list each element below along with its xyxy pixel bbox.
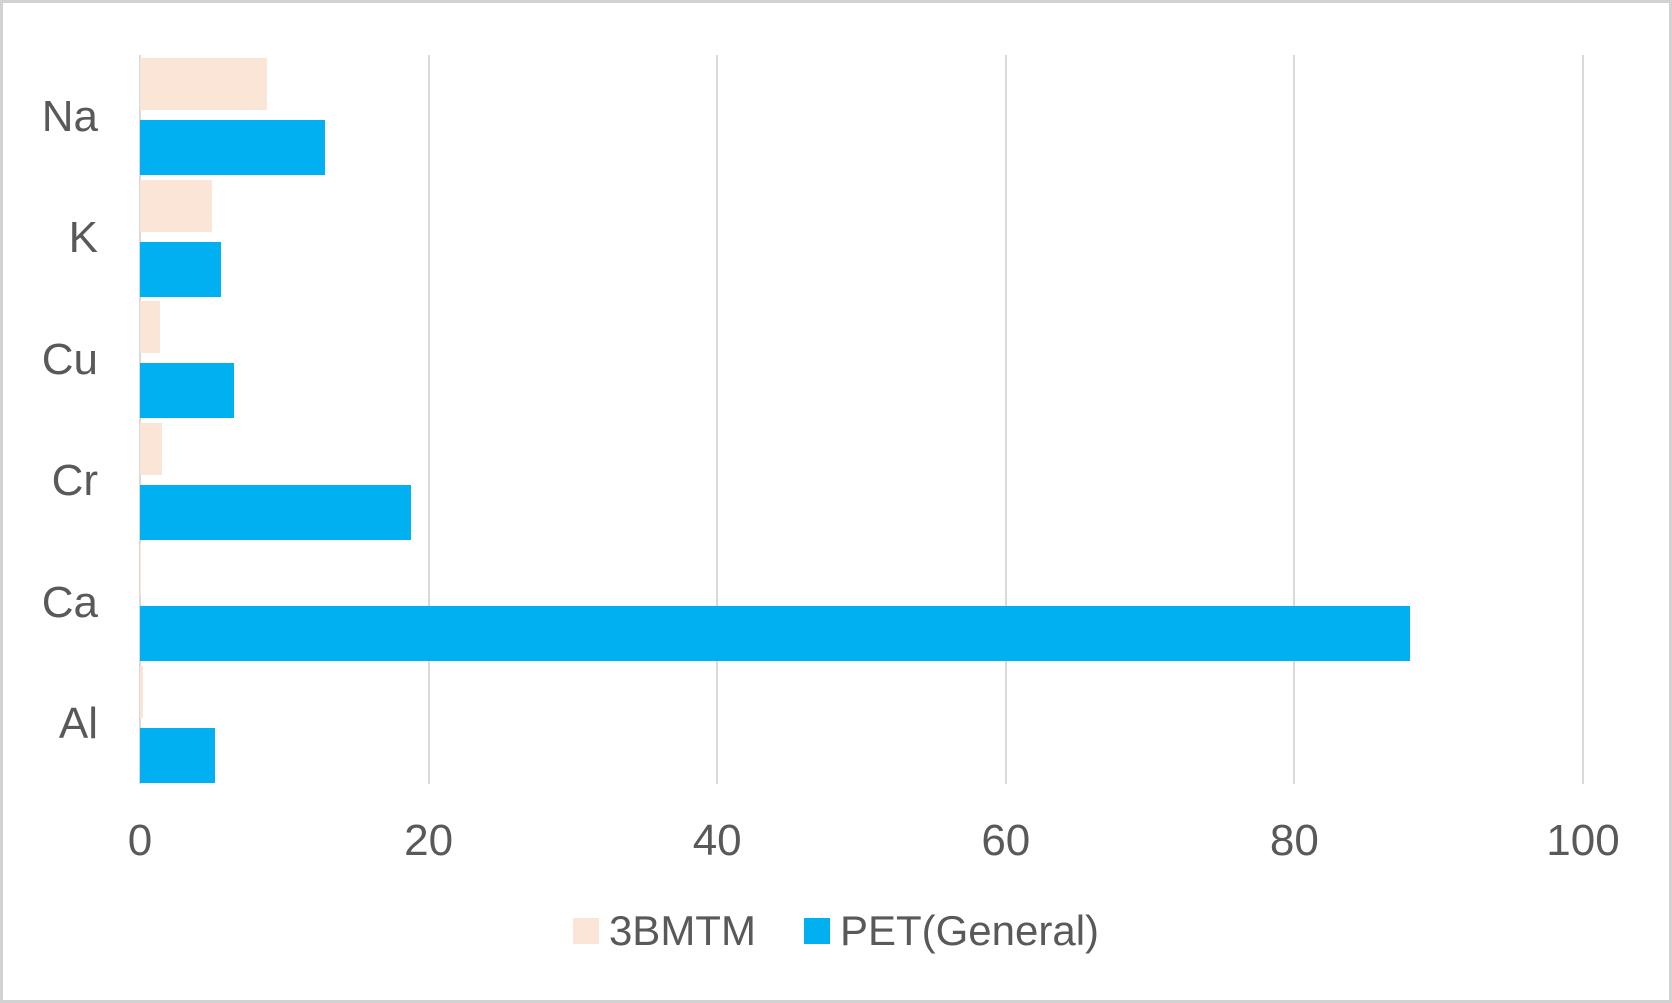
axis-line [139,55,141,784]
legend-label-3bmtm: 3BMTM [608,907,756,954]
legend-swatch-3bmtm [572,918,599,944]
y-category-label-na: Na [41,91,98,141]
gridline [716,55,719,784]
x-tick-label: 20 [404,816,454,865]
bar-3bmtm-cu [140,301,161,353]
plot-area: 0 20 40 60 80 100 Na K Cu Cr Ca Al [3,3,1669,1000]
bar-pet-general-ca [140,606,1410,661]
legend-label-pet-general: PET(General) [839,907,1100,954]
bar-pet-general-na [140,120,325,175]
bar-3bmtm-na [140,58,267,110]
y-category-label-cr: Cr [51,456,98,505]
gridline [427,55,430,784]
x-tick-label: 0 [127,816,153,865]
y-category-label-cu: Cu [41,334,98,384]
y-category-label-k: K [68,213,98,262]
legend-item-pet-general: PET(General) [803,907,1100,954]
bar-pet-general-cu [140,363,234,418]
bar-3bmtm-k [140,179,213,232]
gridline [1293,55,1296,784]
x-tick-label: 60 [981,816,1031,865]
bar-3bmtm-ca [140,544,142,596]
y-category-label-al: Al [58,699,98,748]
legend: 3BMTM PET(General) [3,903,1669,959]
bar-pet-general-al [140,727,216,783]
legend-swatch-pet-general [803,918,830,944]
bar-3bmtm-al [140,665,143,718]
gridline [1004,55,1007,784]
gridline [1582,55,1584,784]
x-tick-label: 100 [1546,816,1620,865]
y-category-label-ca: Ca [41,577,98,627]
legend-item-3bmtm: 3BMTM [572,907,756,954]
bar-pet-general-k [140,241,221,297]
x-tick-label: 80 [1269,816,1319,865]
bar-pet-general-cr [140,484,412,540]
x-tick-label: 40 [692,816,742,865]
bar-3bmtm-cr [140,422,162,475]
